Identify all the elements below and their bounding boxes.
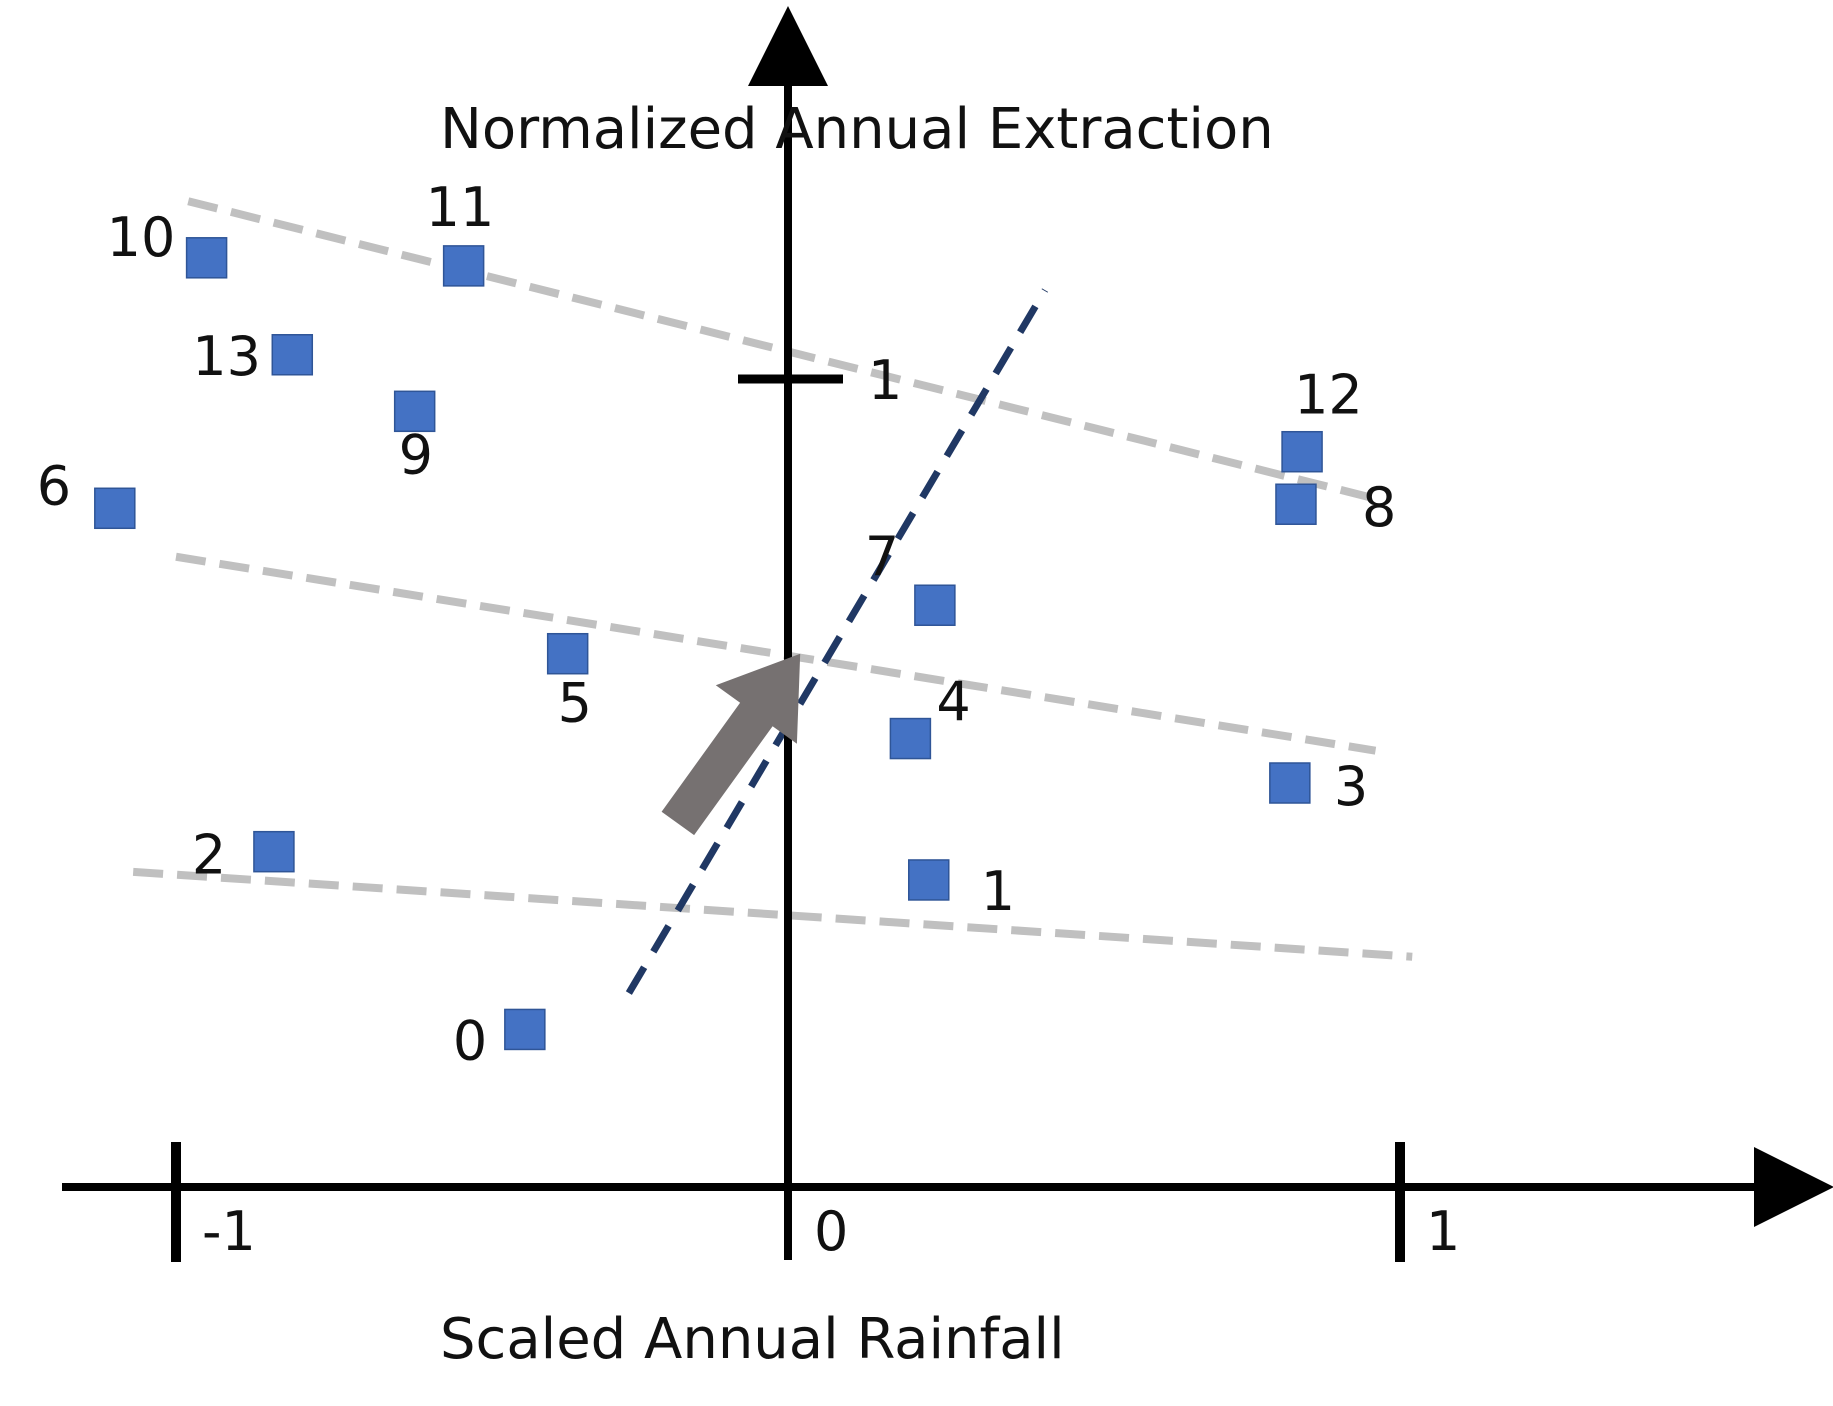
point-label-3: 3: [1334, 755, 1368, 818]
point-label-10: 10: [107, 206, 176, 269]
point-label-11: 11: [426, 176, 495, 239]
data-point-4: [889, 717, 932, 760]
shift-arrow-group: [661, 653, 801, 836]
x-tick-label: 1: [1426, 1200, 1460, 1263]
x-tick-label: -1: [202, 1200, 256, 1263]
data-point-0: [504, 1008, 546, 1051]
x-tick-label: 0: [814, 1200, 848, 1263]
trend-lines: [132, 197, 1413, 961]
data-point-3: [1269, 762, 1311, 804]
data-point-13: [271, 334, 314, 376]
point-label-13: 13: [192, 325, 261, 388]
data-point-1: [908, 859, 950, 901]
data-point-5: [546, 632, 589, 675]
x-axis-title: Scaled Annual Rainfall: [440, 1307, 1065, 1372]
data-points: [94, 237, 1323, 1051]
regression-line: [625, 288, 1049, 995]
data-point-6: [94, 487, 136, 530]
trend-line-lower: [132, 867, 1413, 961]
point-label-9: 9: [399, 423, 433, 486]
point-label-4: 4: [936, 671, 970, 734]
data-point-12: [1281, 430, 1323, 473]
data-point-7: [914, 584, 956, 626]
y-axis-title: Normalized Annual Extraction: [440, 97, 1274, 162]
trend-line-upper: [187, 197, 1383, 505]
data-point-11: [442, 245, 485, 287]
data-point-8: [1275, 483, 1317, 525]
point-label-5: 5: [558, 672, 592, 735]
point-label-8: 8: [1362, 476, 1396, 539]
data-point-2: [253, 830, 295, 873]
trend-line-middle: [175, 552, 1377, 755]
point-label-0: 0: [453, 1009, 487, 1072]
regression-line-group: [625, 288, 1049, 995]
shift-arrow: [661, 653, 801, 836]
point-label-6: 6: [37, 454, 71, 517]
data-point-10: [185, 237, 228, 279]
point-label-12: 12: [1294, 364, 1363, 427]
point-label-7: 7: [865, 525, 899, 588]
point-label-2: 2: [192, 824, 226, 887]
data-point-9: [393, 390, 436, 433]
y-tick-label: 1: [868, 349, 902, 412]
axes: -1 0 11: [62, 6, 1833, 1263]
point-label-1: 1: [981, 860, 1015, 923]
